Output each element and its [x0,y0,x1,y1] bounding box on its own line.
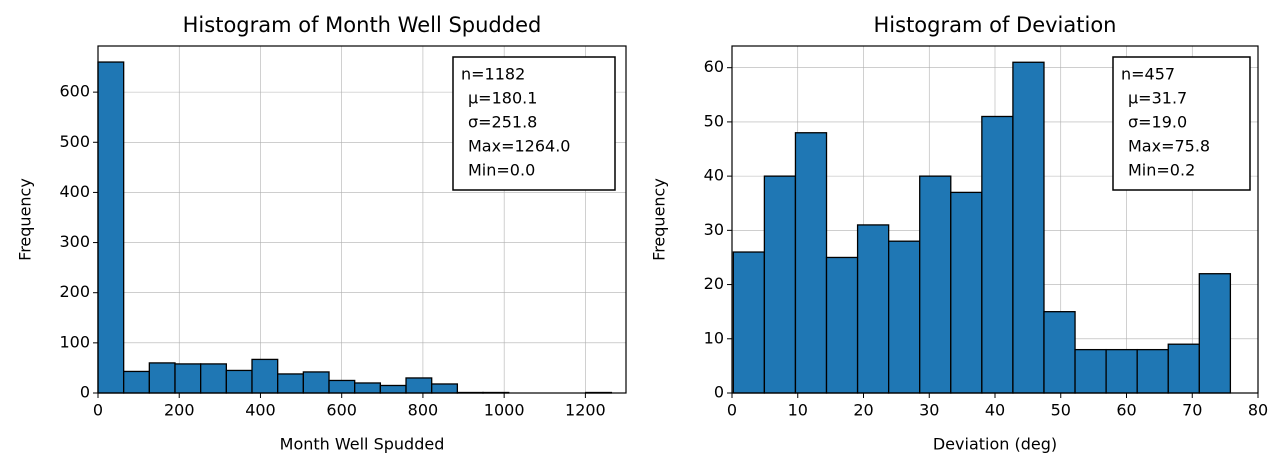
x-tick-label: 800 [408,401,439,420]
stats-box [452,56,616,191]
bar [919,175,952,394]
bar [1198,273,1232,394]
bar [1105,348,1138,394]
x-tick-label: 600 [326,401,357,420]
y-tick-label: 60 [704,57,724,76]
stats-text: n=1182 [461,65,525,84]
bar [148,362,176,394]
x-tick-label: 50 [1051,401,1071,420]
bar [328,379,356,394]
stats-box [1112,56,1251,191]
x-axis-label: Month Well Spudded [280,435,445,454]
stats-text: σ=19.0 [1128,113,1187,132]
x-tick-label: 10 [788,401,808,420]
y-tick-label: 400 [59,182,90,201]
x-tick-label: 70 [1182,401,1202,420]
x-tick-label: 1000 [484,401,525,420]
bar [950,191,983,394]
x-tick-label: 0 [93,401,103,420]
chart-title: Histogram of Deviation [874,13,1117,37]
stats-text: n=457 [1121,65,1175,84]
x-tick-label: 40 [985,401,1005,420]
chart-title: Histogram of Month Well Spudded [183,13,542,37]
bar [277,373,305,394]
bar [1074,348,1107,394]
bar [1012,61,1045,394]
bar [856,224,890,394]
y-tick-label: 0 [80,383,90,402]
x-tick-label: 30 [919,401,939,420]
bar [379,384,407,394]
bar [825,256,859,394]
bar [981,115,1014,394]
bar [302,371,330,394]
x-tick-label: 0 [727,401,737,420]
y-tick-label: 40 [704,166,724,185]
bar [251,358,279,394]
stats-text: Max=1264.0 [468,137,570,156]
y-tick-label: 100 [59,332,90,351]
bar [794,132,828,394]
bar [887,240,921,394]
x-tick-label: 400 [245,401,276,420]
x-tick-label: 80 [1248,401,1268,420]
x-tick-label: 200 [164,401,195,420]
y-tick-label: 0 [714,383,724,402]
y-tick-label: 10 [704,328,724,347]
bar [763,175,797,394]
bar [97,61,125,394]
y-tick-label: 500 [59,132,90,151]
y-tick-label: 50 [704,111,724,130]
bar [1043,311,1076,394]
bar [732,251,766,394]
bar [174,363,202,394]
bar [1136,348,1169,394]
bar [225,369,253,394]
x-tick-label: 60 [1116,401,1136,420]
stats-text: μ=180.1 [468,89,537,108]
y-tick-label: 600 [59,82,90,101]
bar [123,370,150,394]
x-tick-label: 1200 [565,401,606,420]
bar [405,377,433,394]
bar [431,383,459,394]
y-tick-label: 20 [704,274,724,293]
bar [354,382,382,394]
x-axis-label: Deviation (deg) [933,435,1057,454]
y-axis-label: Frequency [650,178,669,261]
plot-frame [97,45,627,394]
y-tick-label: 200 [59,282,90,301]
x-tick-label: 20 [853,401,873,420]
y-axis-label: Frequency [16,178,35,261]
y-tick-label: 300 [59,232,90,251]
stats-text: Max=75.8 [1128,137,1210,156]
stats-text: σ=251.8 [468,113,537,132]
stats-text: μ=31.7 [1128,89,1187,108]
bar [1167,343,1200,394]
stats-text: Min=0.2 [1128,161,1195,180]
stats-text: Min=0.0 [468,161,535,180]
bar [200,363,227,394]
y-tick-label: 30 [704,220,724,239]
